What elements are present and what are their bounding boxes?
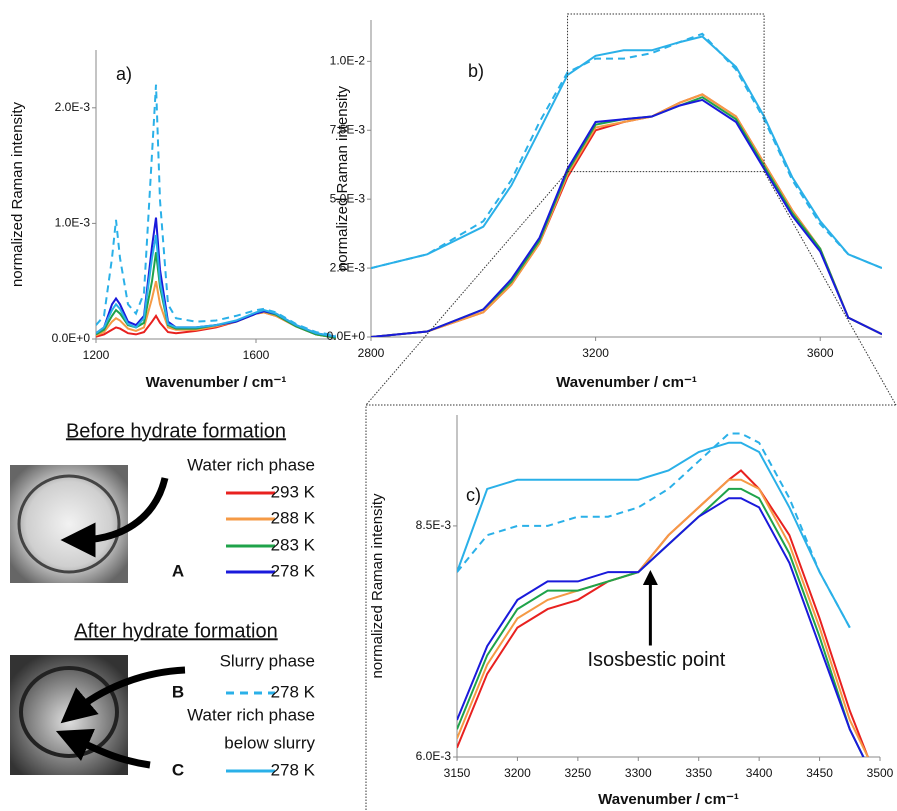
y-tick-label: 6.0E-3 <box>416 749 452 763</box>
x-axis-label: Wavenumber / cm⁻¹ <box>146 374 287 391</box>
zoom-box <box>567 13 765 173</box>
x-tick-label: 3350 <box>685 766 712 780</box>
zoom-connector <box>365 171 568 406</box>
x-tick-label: 3150 <box>444 766 471 780</box>
legend-heading: After hydrate formation <box>74 620 277 642</box>
x-tick-label: 3250 <box>565 766 592 780</box>
legend-phase: Slurry phase <box>220 651 315 670</box>
series-line <box>457 441 851 629</box>
x-tick-label: 1200 <box>83 348 110 362</box>
series-line <box>371 96 882 337</box>
pointer-arrow <box>60 477 169 558</box>
y-tick-label: 1.0E-3 <box>55 216 91 230</box>
panel-label: c) <box>466 485 481 505</box>
series-line <box>371 93 882 337</box>
photo-before <box>10 465 128 583</box>
y-tick-label: 2.5E-3 <box>330 260 366 274</box>
series-line <box>96 84 336 337</box>
series-line <box>371 32 882 270</box>
x-tick-label: 2800 <box>358 346 385 360</box>
pointer-arrow <box>55 728 151 769</box>
legend-heading: Before hydrate formation <box>66 420 286 442</box>
y-axis-label: normalized Raman intensity <box>334 85 351 271</box>
series-line <box>457 478 869 757</box>
legend-label: 283 K <box>271 535 316 554</box>
x-tick-label: 3450 <box>806 766 833 780</box>
legend-marker: A <box>172 561 184 580</box>
series-line <box>371 98 882 337</box>
y-axis-label: normalized Raman intensity <box>369 493 386 679</box>
series-line <box>457 497 865 757</box>
y-tick-label: 5.0E-3 <box>330 191 366 205</box>
x-tick-label: 3300 <box>625 766 652 780</box>
legend-marker: B <box>172 682 184 701</box>
y-tick-label: 0.0E+0 <box>327 329 366 343</box>
series-line <box>96 217 336 338</box>
panel-label: b) <box>468 61 484 81</box>
legend-label: 278 K <box>271 561 316 580</box>
series-line <box>457 432 851 629</box>
series-line <box>96 234 336 338</box>
x-tick-label: 1600 <box>243 348 270 362</box>
x-tick-label: 3200 <box>582 346 609 360</box>
legend-marker: C <box>172 760 184 779</box>
legend-label: 278 K <box>271 682 316 701</box>
y-tick-label: 8.5E-3 <box>416 518 452 532</box>
y-tick-label: 2.0E-3 <box>55 100 91 114</box>
legend-label: 278 K <box>271 760 316 779</box>
legend-label: 288 K <box>271 508 316 527</box>
legend-phase: Water rich phase <box>187 455 315 474</box>
series-line <box>457 469 869 757</box>
series-line <box>371 93 882 337</box>
zoom-connector <box>763 171 897 406</box>
legend-phase: Water rich phase <box>187 705 315 724</box>
series-line <box>371 35 882 270</box>
photo-vessel <box>17 474 121 574</box>
series-line <box>96 280 336 339</box>
panel-label: a) <box>116 64 132 84</box>
x-tick-label: 3600 <box>807 346 834 360</box>
annotation: Isosbestic point <box>587 649 725 671</box>
x-tick-label: 3500 <box>867 766 894 780</box>
zoom-frame <box>365 404 896 810</box>
x-tick-label: 3400 <box>746 766 773 780</box>
pointer-arrow <box>60 666 186 724</box>
x-axis-label: Wavenumber / cm⁻¹ <box>556 374 697 391</box>
y-tick-label: 1.0E-2 <box>330 54 366 68</box>
legend-label: 293 K <box>271 482 316 501</box>
y-axis-label: normalized Raman intensity <box>9 101 26 287</box>
x-axis-label: Wavenumber / cm⁻¹ <box>598 791 739 808</box>
y-tick-label: 7.5E-3 <box>330 122 366 136</box>
y-tick-label: 0.0E+0 <box>52 331 91 345</box>
x-tick-label: 3200 <box>504 766 531 780</box>
legend-phase: below slurry <box>224 733 315 752</box>
